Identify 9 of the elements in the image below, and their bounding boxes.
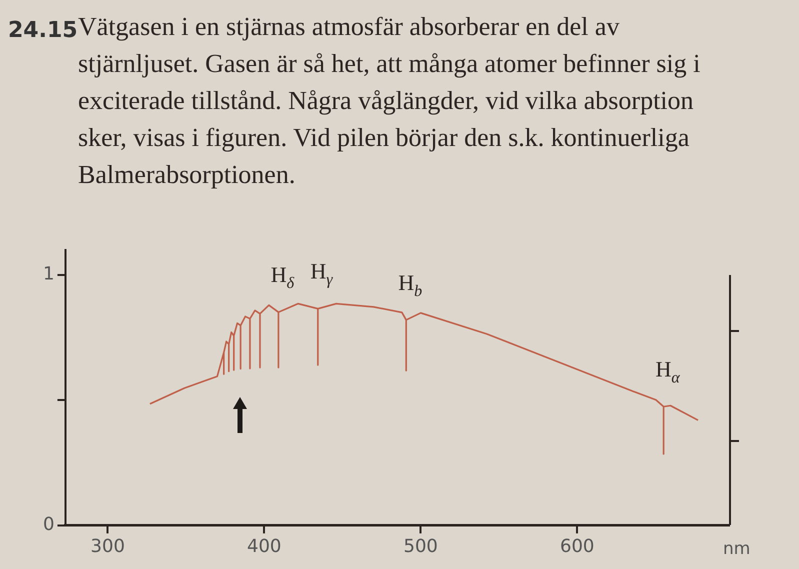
y-tick-label: 1 [43, 264, 54, 285]
x-tick-label: 400 [247, 536, 282, 557]
y-tick-label: 0 [43, 514, 54, 536]
text: 24.15 [8, 17, 78, 45]
x-tick-label: 600 [560, 536, 594, 557]
x-tick-label: 500 [404, 536, 438, 557]
x-axis-title: nm [723, 538, 750, 559]
x-tick-label: 300 [90, 536, 125, 557]
chart-title: Vätgasen i en stjärnas atmosfär absorberar en del av stjärnljuset. Gasen är så het, att många atomer befinner sig i exciterade tillstånd. Några våglängder, vid vilka absorption sker, visas i figuren. Vid pilen börjar den s.k. kontinuerliga Balmerabsorptionen. [78, 11, 702, 191]
